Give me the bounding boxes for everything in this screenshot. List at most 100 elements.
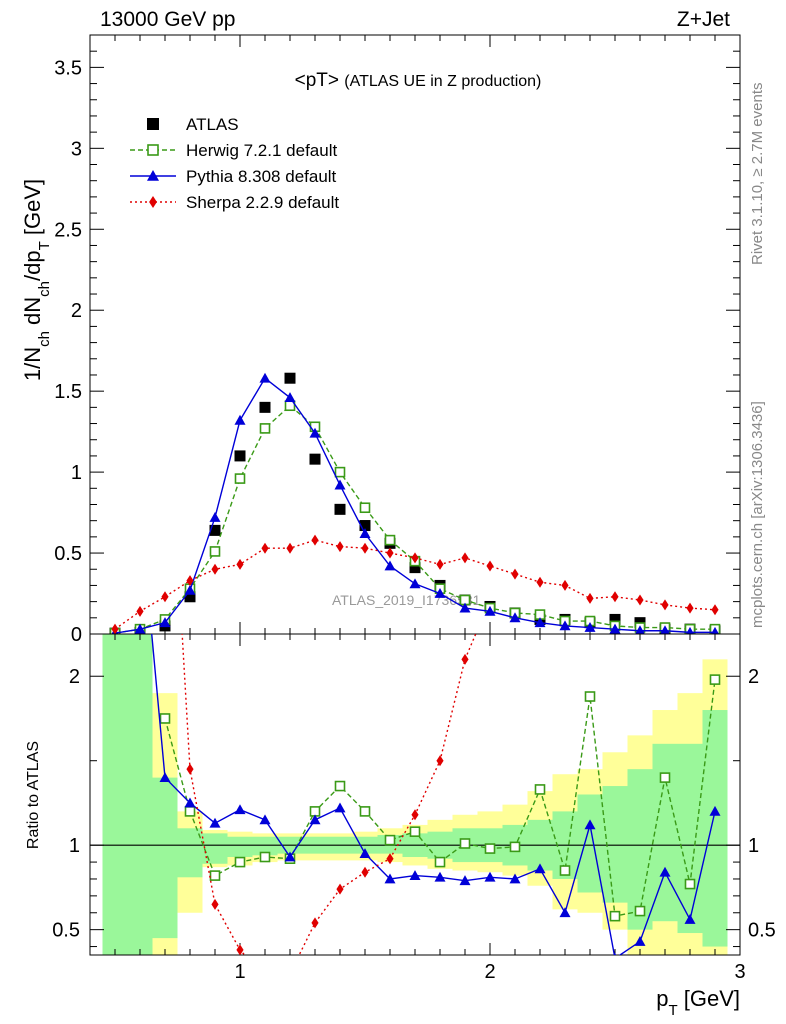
data-point	[384, 560, 396, 571]
data-point	[209, 524, 221, 536]
data-point	[359, 806, 371, 817]
data-point	[359, 848, 371, 859]
uncertainty-band-inner	[677, 743, 703, 934]
data-point	[161, 591, 169, 603]
data-point	[461, 552, 469, 564]
data-point	[284, 851, 296, 862]
data-point	[684, 914, 696, 924]
y-tick-label: 0.5	[52, 920, 80, 942]
data-point	[136, 605, 144, 617]
main-panel: 0 0.5 1 1.5 2 2.5 3 3.5 1/Nch dNch/dpT [GeV] <pT>…	[20, 34, 741, 646]
data-point	[359, 502, 371, 514]
chart-title: <pT> (ATLAS UE in Z production)	[295, 70, 542, 91]
legend-label: ATLAS	[186, 115, 239, 134]
data-point	[334, 780, 346, 792]
data-point	[711, 604, 719, 616]
data-point	[386, 547, 394, 559]
data-point	[686, 626, 694, 634]
x-tick-label: 1	[234, 961, 245, 983]
data-point	[536, 576, 544, 588]
data-point	[459, 602, 471, 613]
data-point	[311, 534, 319, 546]
data-point	[534, 617, 546, 628]
data-point	[411, 552, 419, 564]
data-point	[609, 613, 621, 625]
data-point	[384, 873, 396, 884]
data-point	[234, 473, 246, 484]
data-point	[434, 588, 446, 598]
data-point	[259, 423, 271, 434]
data-point	[186, 763, 194, 775]
data-point	[609, 623, 621, 634]
data-point	[284, 392, 296, 403]
data-point	[635, 625, 645, 634]
data-point	[384, 834, 396, 846]
data-point	[135, 502, 146, 512]
header-energy: 13000 GeV pp	[100, 8, 235, 31]
data-point	[636, 502, 643, 513]
uncertainty-band-inner	[577, 794, 603, 893]
x-tick-label: 2	[484, 961, 495, 983]
data-point	[234, 856, 246, 868]
header-process: Z+Jet	[677, 8, 730, 31]
data-point	[559, 620, 571, 631]
uncertainty-band-inner	[227, 836, 253, 858]
data-point	[484, 605, 496, 616]
data-point	[434, 871, 446, 882]
x-tick-label: 3	[734, 961, 745, 983]
data-point	[584, 622, 596, 632]
data-point	[561, 579, 569, 591]
data-point	[261, 542, 269, 554]
data-point	[359, 528, 371, 539]
data-point	[613, 952, 617, 955]
data-point	[586, 485, 593, 496]
data-point	[159, 713, 171, 724]
data-point	[134, 623, 146, 634]
data-point	[411, 809, 419, 821]
data-point	[159, 772, 171, 783]
data-point	[609, 910, 621, 922]
uncertainty-band-inner	[102, 634, 128, 955]
data-point	[636, 594, 644, 606]
y-tick-label: 3	[71, 138, 82, 160]
data-point	[684, 878, 696, 890]
chart-subtitle: (ATLAS UE in Z production)	[344, 73, 541, 90]
data-point	[659, 772, 671, 783]
data-point	[336, 883, 344, 895]
data-point	[309, 814, 321, 825]
y-tick-label: 2.5	[54, 219, 82, 241]
data-point	[209, 817, 221, 828]
data-point	[661, 0, 668, 6]
data-point	[561, 451, 568, 462]
uncertainty-band-inner	[177, 828, 203, 878]
uncertainty-band-inner	[252, 836, 278, 856]
data-point	[409, 562, 421, 574]
data-point	[259, 401, 271, 413]
data-point	[261, 971, 268, 982]
x-axis-label: pT [GeV]	[656, 986, 740, 1019]
y-tick-label: 0.5	[54, 543, 82, 565]
data-point	[559, 907, 571, 918]
ratio-series	[135, 0, 721, 982]
y-tick-label: 0	[71, 624, 82, 646]
y-tick-label-right: 2	[748, 666, 759, 688]
legend: ATLAS Herwig 7.2.1 default Pythia 8.308 de…	[130, 115, 339, 212]
data-point	[384, 534, 396, 546]
data-point	[161, 333, 168, 344]
ratio-bands	[102, 634, 728, 955]
y-tick-label: 1.5	[54, 381, 82, 403]
data-point	[361, 866, 369, 878]
chart-title-main: <pT>	[295, 70, 345, 91]
y-tick-label-right: 1	[748, 835, 759, 857]
y-tick-label: 2	[69, 666, 80, 688]
rivet-label: Rivet 3.1.10, ≥ 2.7M events	[749, 83, 766, 266]
data-point	[386, 853, 394, 865]
data-point	[309, 427, 321, 438]
data-point	[211, 563, 219, 575]
main-series	[109, 372, 721, 634]
data-point	[234, 450, 246, 462]
data-point	[709, 805, 721, 816]
y-tick-label: 1	[71, 462, 82, 484]
mcplots-label: mcplots.cern.ch [arXiv:1306.3436]	[749, 401, 766, 628]
